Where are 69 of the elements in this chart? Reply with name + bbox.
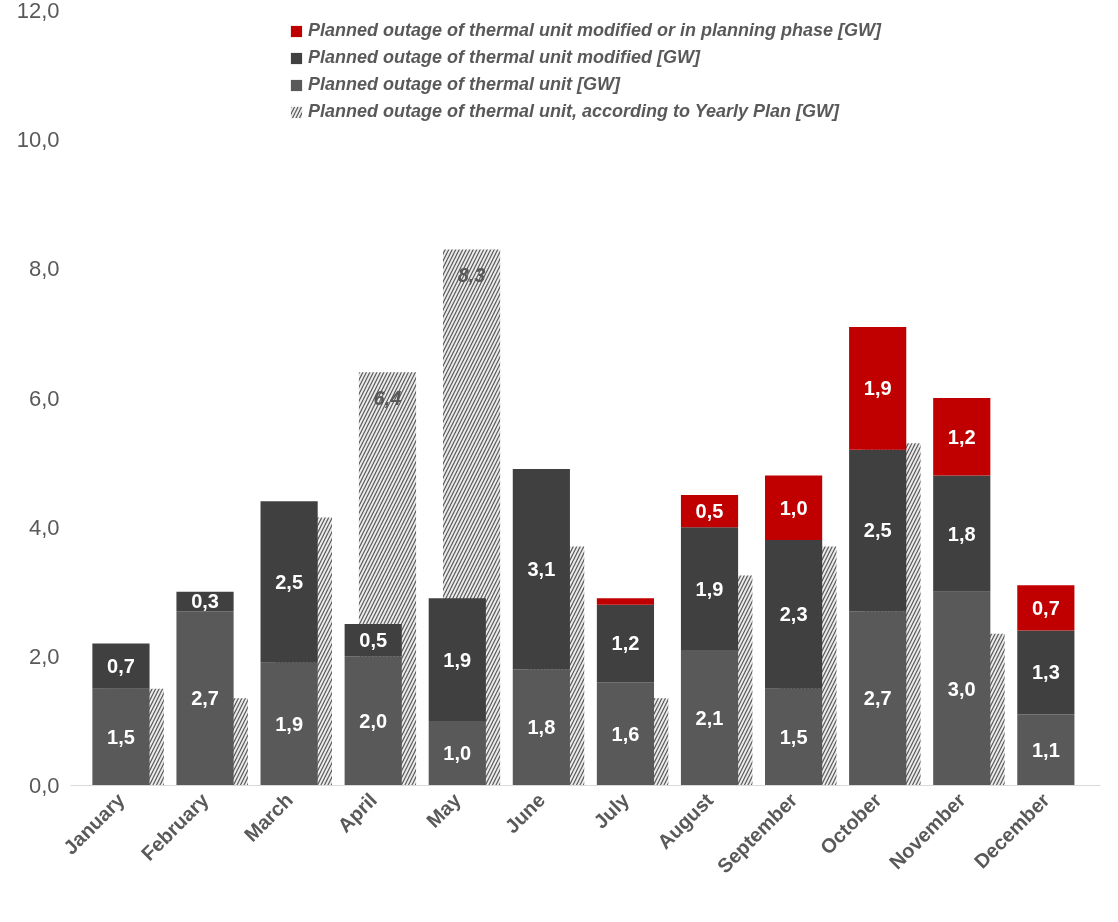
bar — [933, 398, 991, 476]
data-label: 2,0 — [359, 709, 388, 732]
bar — [260, 662, 318, 786]
data-label: 2,5 — [863, 519, 892, 542]
bar — [1017, 585, 1075, 631]
data-label: 0,7 — [1031, 596, 1060, 619]
data-label: 2,5 — [275, 571, 304, 594]
bar — [680, 527, 739, 650]
data-label: 1,9 — [695, 577, 724, 600]
bar — [933, 475, 991, 592]
data-label: 0,3 — [191, 590, 219, 613]
data-label: 1,6 — [611, 722, 640, 745]
bar — [596, 598, 655, 605]
y-tick-label: 6,0 — [28, 385, 60, 411]
data-label: 1,0 — [779, 496, 808, 519]
bar — [344, 656, 402, 786]
data-label: 2,7 — [863, 687, 892, 710]
legend-label: Planned outage of thermal unit [GW] — [307, 74, 620, 95]
x-tick-label: May — [421, 788, 466, 832]
data-label: 2,7 — [191, 687, 219, 710]
y-tick-label: 2,0 — [28, 643, 60, 669]
bar — [92, 688, 150, 786]
data-label: 1,8 — [947, 522, 976, 545]
bar — [428, 720, 486, 786]
bar — [596, 682, 655, 786]
y-tick-label: 12,0 — [16, 0, 60, 23]
legend-label: Planned outage of thermal unit modified or in planning phase [GW] — [307, 20, 882, 41]
bar — [849, 611, 907, 786]
data-label: 1,5 — [779, 726, 808, 749]
data-label: 1,9 — [863, 377, 892, 400]
data-label: 2,1 — [695, 706, 724, 729]
bar — [933, 591, 991, 786]
data-label: 1,9 — [443, 648, 472, 671]
bar — [260, 501, 318, 663]
data-label: 1,9 — [275, 713, 304, 736]
data-label: 1,5 — [107, 726, 135, 749]
bar — [1017, 714, 1075, 786]
data-label: 3,1 — [527, 558, 556, 581]
data-label: 1,8 — [527, 716, 556, 739]
bar — [680, 649, 739, 786]
y-tick-label: 10,0 — [16, 127, 60, 153]
data-label: 2,3 — [779, 603, 808, 626]
bar — [765, 475, 823, 541]
data-label: 1,1 — [1031, 738, 1060, 761]
bar — [512, 469, 570, 670]
bar — [765, 540, 823, 689]
data-label: 0,5 — [359, 629, 388, 652]
y-tick-label: 4,0 — [28, 514, 60, 540]
bar — [428, 598, 486, 721]
bar — [849, 326, 907, 450]
data-label: 1,2 — [611, 632, 640, 655]
y-tick-label: 8,0 — [28, 256, 60, 282]
x-tick-label: July — [589, 788, 634, 833]
y-tick-label: 0,0 — [28, 773, 60, 798]
data-label: 1,2 — [947, 425, 976, 448]
data-label: 0,7 — [107, 655, 135, 678]
bar — [765, 688, 823, 786]
bar — [849, 449, 907, 612]
legend-label: Planned outage of thermal unit, according to Yearly Plan [GW] — [307, 101, 840, 122]
bar — [512, 669, 570, 786]
data-label: 3,0 — [947, 677, 976, 700]
legend-label: Planned outage of thermal unit modified [GW] — [307, 47, 700, 68]
bar — [92, 643, 150, 689]
bar — [176, 611, 234, 786]
data-label: 0,5 — [695, 500, 724, 523]
bar — [596, 604, 655, 683]
bar — [1017, 630, 1075, 715]
data-label: 1,0 — [443, 742, 472, 765]
data-label: 1,3 — [1031, 661, 1060, 684]
